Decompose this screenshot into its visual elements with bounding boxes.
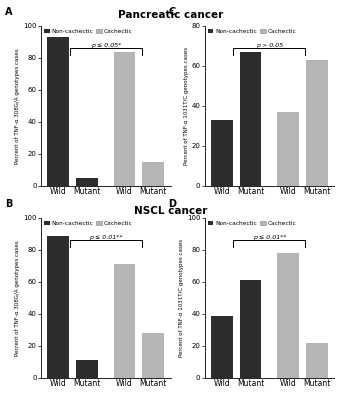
Y-axis label: Percent of TNF-α 308G/A genotypes cases: Percent of TNF-α 308G/A genotypes cases	[15, 240, 20, 356]
Y-axis label: Percent of TNF-α 1031T/C genotypes cases: Percent of TNF-α 1031T/C genotypes cases	[179, 239, 184, 357]
Bar	[143, 162, 164, 186]
Bar	[277, 253, 299, 378]
Y-axis label: Percent of TNF-α 308G/A genotypes cases: Percent of TNF-α 308G/A genotypes cases	[15, 48, 20, 164]
Text: p ≤ 0.01**: p ≤ 0.01**	[253, 234, 286, 240]
Bar	[306, 60, 328, 186]
Text: Pancreatic cancer: Pancreatic cancer	[118, 10, 223, 20]
Bar	[76, 178, 98, 186]
Bar	[277, 112, 299, 186]
Text: D: D	[168, 199, 176, 209]
Y-axis label: Percent of TNF-α 1031T/C genotypes cases: Percent of TNF-α 1031T/C genotypes cases	[184, 47, 189, 165]
Text: A: A	[5, 7, 12, 17]
Text: B: B	[5, 199, 12, 209]
Bar	[76, 360, 98, 378]
Text: p > 0.05: p > 0.05	[256, 43, 283, 48]
Bar	[306, 343, 328, 378]
Legend: Non-cachectic, Cachectic: Non-cachectic, Cachectic	[208, 221, 296, 226]
Bar	[240, 280, 262, 378]
Legend: Non-cachectic, Cachectic: Non-cachectic, Cachectic	[208, 29, 296, 34]
Text: C: C	[168, 7, 176, 17]
Bar	[114, 52, 135, 186]
Legend: Non-cachectic, Cachectic: Non-cachectic, Cachectic	[44, 221, 132, 226]
Text: p ≤ 0.01**: p ≤ 0.01**	[89, 234, 122, 240]
Bar	[240, 52, 262, 186]
Bar	[143, 333, 164, 378]
Text: p ≤ 0.05*: p ≤ 0.05*	[90, 43, 121, 48]
Bar	[211, 120, 233, 186]
Bar	[47, 236, 69, 378]
Bar	[211, 316, 233, 378]
Text: NSCL cancer: NSCL cancer	[134, 206, 207, 216]
Legend: Non-cachectic, Cachectic: Non-cachectic, Cachectic	[44, 29, 132, 34]
Bar	[114, 264, 135, 378]
Bar	[47, 37, 69, 186]
